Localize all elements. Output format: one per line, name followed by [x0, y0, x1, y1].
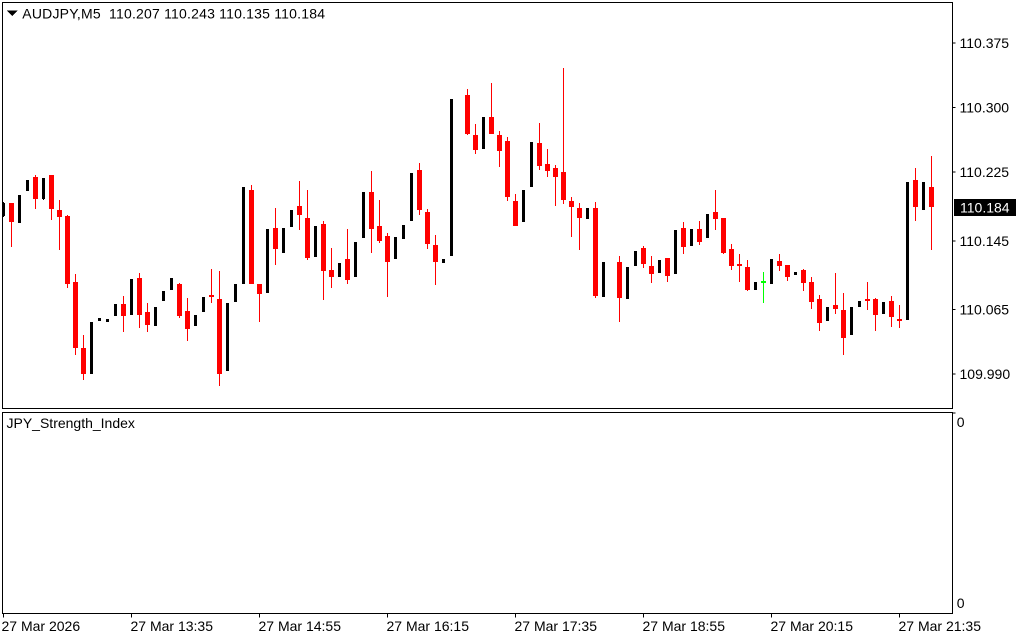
svg-text:0: 0 — [957, 595, 965, 611]
svg-text:110.300: 110.300 — [960, 100, 1010, 116]
svg-text:110.065: 110.065 — [960, 302, 1010, 318]
svg-text:27 Mar 14:55: 27 Mar 14:55 — [259, 618, 342, 634]
svg-text:27 Mar 13:35: 27 Mar 13:35 — [131, 618, 214, 634]
svg-text:27 Mar 16:15: 27 Mar 16:15 — [387, 618, 470, 634]
svg-text:110.225: 110.225 — [960, 164, 1010, 180]
svg-text:110.375: 110.375 — [960, 35, 1010, 51]
svg-text:27 Mar 2026: 27 Mar 2026 — [2, 618, 81, 634]
svg-text:0: 0 — [957, 414, 965, 430]
svg-text:27 Mar 18:55: 27 Mar 18:55 — [643, 618, 726, 634]
svg-text:AUDJPY,M5 110.207 110.243 110: AUDJPY,M5 110.207 110.243 110.135 110.18… — [22, 6, 325, 22]
svg-text:27 Mar 20:15: 27 Mar 20:15 — [771, 618, 854, 634]
svg-text:110.184: 110.184 — [960, 200, 1010, 216]
svg-text:JPY_Strength_Index: JPY_Strength_Index — [7, 415, 135, 431]
svg-text:110.145: 110.145 — [960, 233, 1010, 249]
svg-text:27 Mar 17:35: 27 Mar 17:35 — [515, 618, 598, 634]
svg-text:109.990: 109.990 — [960, 366, 1011, 382]
svg-text:27 Mar 21:35: 27 Mar 21:35 — [899, 618, 982, 634]
